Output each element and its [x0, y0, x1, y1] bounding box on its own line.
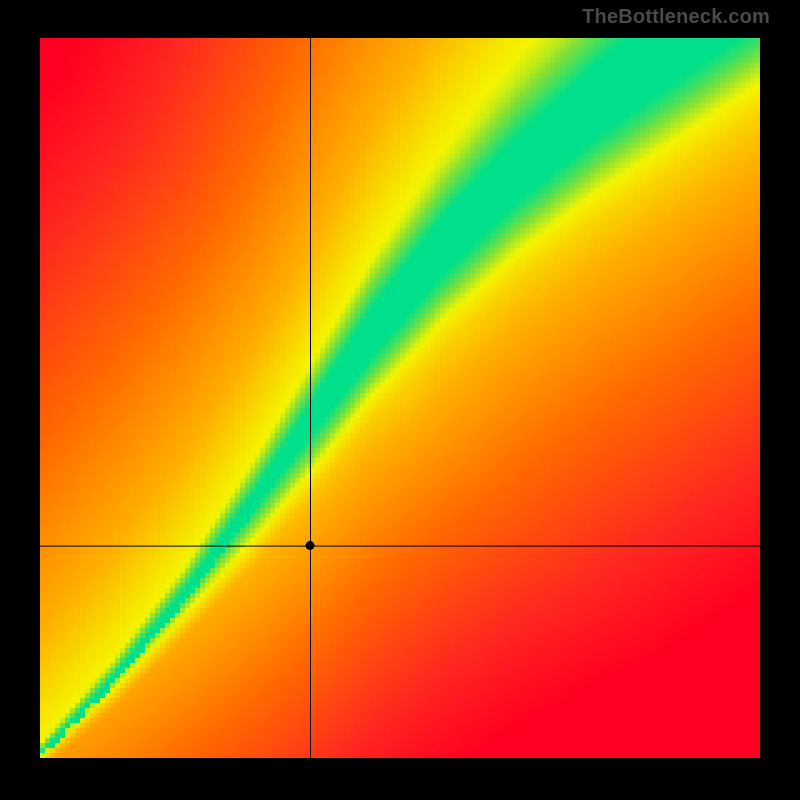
plot-area [40, 38, 760, 758]
bottleneck-heatmap-canvas [40, 38, 760, 758]
chart-container: TheBottleneck.com [0, 0, 800, 800]
watermark-text: TheBottleneck.com [582, 6, 770, 29]
